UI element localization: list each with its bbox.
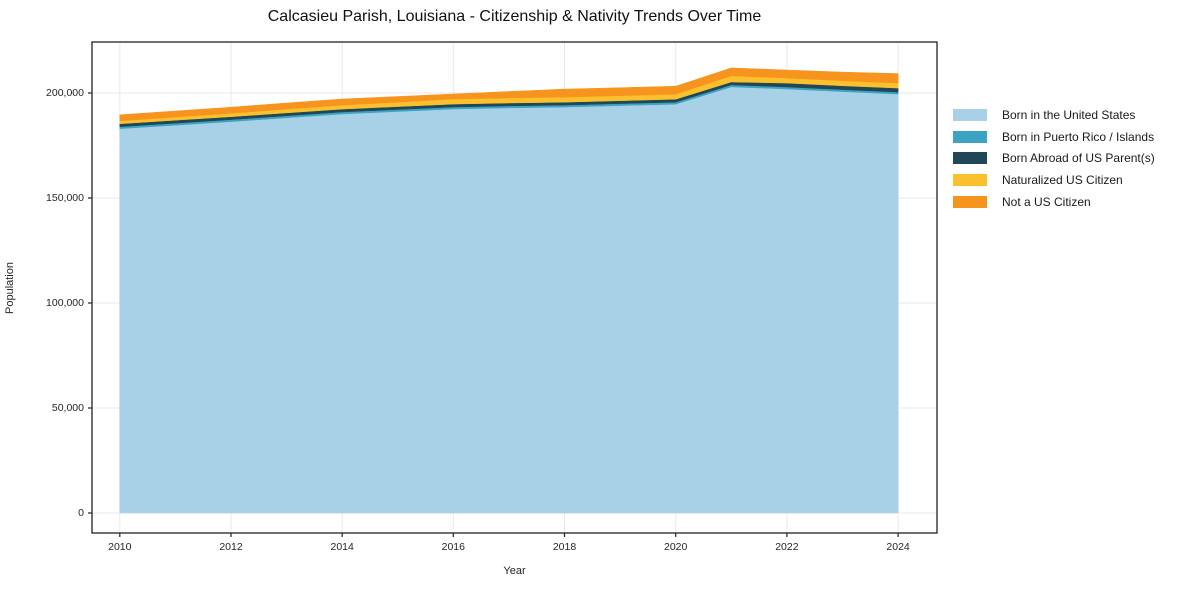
x-tick-label: 2018 — [552, 541, 577, 553]
x-tick-label: 2012 — [219, 541, 243, 553]
y-tick-label: 100,000 — [46, 297, 84, 309]
legend-swatch-icon — [953, 195, 987, 208]
legend-item-naturalized-us-citizen: Naturalized US Citizen — [953, 169, 1155, 191]
x-tick-label: 2020 — [664, 541, 688, 553]
legend-label: Born in Puerto Rico / Islands — [1002, 129, 1155, 144]
legend-swatch-icon — [953, 173, 987, 186]
legend: Born in the United States Born in Puerto … — [953, 104, 1155, 212]
chart-title: Calcasieu Parish, Louisiana - Citizenshi… — [267, 8, 762, 25]
y-tick-label: 0 — [78, 507, 84, 519]
legend-label: Naturalized US Citizen — [1002, 172, 1123, 187]
legend-swatch-icon — [953, 108, 987, 121]
legend-item-born-abroad-of-us-parent-s: Born Abroad of US Parent(s) — [953, 147, 1155, 169]
x-tick-label: 2024 — [886, 541, 910, 553]
legend-item-not-a-us-citizen: Not a US Citizen — [953, 191, 1155, 213]
legend-label: Not a US Citizen — [1002, 194, 1091, 209]
legend-swatch-icon — [953, 130, 987, 143]
legend-item-born-in-the-united-states: Born in the United States — [953, 104, 1155, 126]
legend-item-born-in-puerto-rico-islands: Born in Puerto Rico / Islands — [953, 126, 1155, 148]
x-tick-label: 2022 — [775, 541, 799, 553]
x-tick-label: 2010 — [108, 541, 132, 553]
y-tick-label: 150,000 — [46, 192, 84, 204]
x-axis-label: Year — [503, 565, 526, 577]
legend-swatch-icon — [953, 152, 987, 165]
x-tick-label: 2016 — [441, 541, 465, 553]
legend-label: Born Abroad of US Parent(s) — [1002, 151, 1155, 166]
y-tick-label: 50,000 — [51, 402, 84, 414]
y-tick-label: 200,000 — [46, 87, 84, 99]
area-not-a-us-citizen — [119, 67, 899, 122]
legend-label: Born in the United States — [1002, 107, 1136, 122]
y-axis-label: Population — [4, 262, 16, 314]
plot-frame — [91, 41, 938, 534]
x-tick-label: 2014 — [330, 541, 354, 553]
area-born-in-the-united-states — [119, 86, 899, 514]
